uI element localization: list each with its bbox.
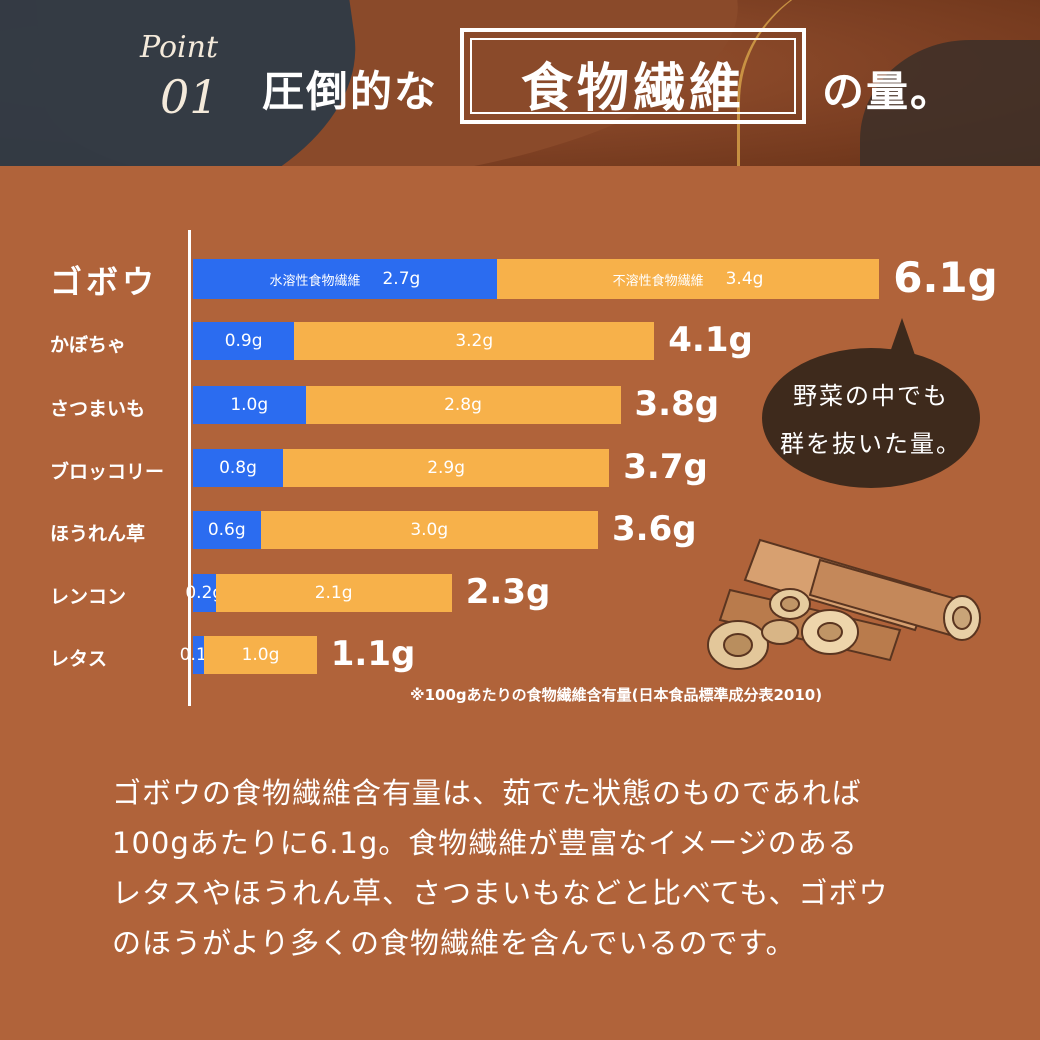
- bar-soluble: 水溶性食物繊維 2.7g: [193, 259, 497, 299]
- paragraph-line-1: ゴボウの食物繊維含有量は、茹でた状態のものであれば: [112, 776, 862, 810]
- bar-value-label: 0.9g: [224, 331, 263, 351]
- bar-insoluble: 不溶性食物繊維 3.4g: [496, 259, 880, 299]
- bubble-text-line2: 群を抜いた量。: [780, 430, 962, 458]
- bar-value-label: 2.1g: [314, 583, 353, 603]
- bar-total-label: 1.1g: [330, 634, 416, 674]
- bar-insoluble: 2.8g: [305, 386, 621, 424]
- bar-value-label: 1.0g: [241, 645, 280, 665]
- title-suffix: の量。: [822, 67, 955, 116]
- category-label: レンコン: [50, 586, 127, 608]
- bar-value-label: 3.2g: [455, 331, 494, 351]
- bar-value-label: 3.4g: [725, 269, 764, 289]
- bar-soluble: 0.8g: [193, 449, 283, 487]
- bar-value-label: 0.6g: [207, 520, 246, 540]
- point-label: Point: [140, 30, 219, 65]
- title-box-inner-border: [470, 38, 796, 114]
- category-label: ブロッコリー: [50, 461, 165, 483]
- category-label: レタス: [50, 648, 108, 670]
- header-banner: Point 01 圧倒的な 食物繊維 の量。: [0, 0, 1040, 166]
- bar-value-label: 2.8g: [444, 395, 482, 415]
- point-number: 01: [160, 70, 219, 124]
- title-prefix: 圧倒的な: [262, 67, 439, 116]
- bar-insoluble: 3.2g: [294, 322, 655, 360]
- bar-insoluble: 2.1g: [215, 574, 452, 612]
- bar-value-label: 0.2g: [185, 583, 224, 603]
- bar-value-label: 3.0g: [410, 520, 449, 540]
- paragraph-line-2: 100gあたりに6.1g。食物繊維が豊富なイメージのある: [112, 826, 858, 860]
- bar-total-label: 3.8g: [634, 384, 720, 424]
- bar-total-label: 6.1g: [893, 253, 998, 302]
- category-label: さつまいも: [50, 398, 146, 420]
- bar-value-label: 2.7g: [382, 269, 421, 289]
- bar-soluble: 1.0g: [193, 386, 306, 424]
- paragraph-line-3: レタスやほうれん草、さつまいもなどと比べても、ゴボウ: [112, 876, 889, 910]
- title-highlight-text: 食物繊維: [520, 59, 745, 119]
- title-highlight-box: 食物繊維: [460, 28, 806, 124]
- bar-total-label: 2.3g: [465, 572, 551, 612]
- bar-total-label: 3.6g: [612, 509, 697, 549]
- bar-total-label: 3.7g: [623, 447, 708, 487]
- category-label: ゴボウ: [50, 263, 159, 301]
- series-name-insoluble: 不溶性食物繊維: [612, 273, 704, 289]
- bar-insoluble: 2.9g: [283, 449, 610, 487]
- bar-value-label: 2.9g: [427, 458, 466, 478]
- speech-bubble: [762, 348, 980, 488]
- header-gold-line-decoration: [737, 0, 980, 166]
- bar-soluble: 0.2g: [185, 574, 223, 612]
- bar-value-label: 0.8g: [219, 458, 257, 478]
- category-label: ほうれん草: [50, 523, 146, 545]
- bar-soluble: 0.9g: [193, 322, 295, 360]
- paragraph-line-4: のほうがより多くの食物繊維を含んでいるのです。: [112, 926, 796, 960]
- bar-total-label: 4.1g: [668, 320, 753, 360]
- chart-axis-line: [188, 230, 191, 706]
- category-label: かぼちゃ: [50, 334, 127, 356]
- bar-soluble: 0.6g: [193, 511, 261, 549]
- series-name-soluble: 水溶性食物繊維: [269, 273, 361, 289]
- bar-soluble: 0.1g: [180, 636, 218, 674]
- bar-insoluble: 1.0g: [204, 636, 317, 674]
- burdock-root-illustration: [707, 538, 981, 670]
- bubble-text-line1: 野菜の中でも: [793, 382, 949, 410]
- chart-source-note: ※100gあたりの食物繊維含有量(日本食品標準成分表2010): [410, 686, 823, 704]
- bar-insoluble: 3.0g: [260, 511, 598, 549]
- bar-value-label: 1.0g: [230, 395, 269, 415]
